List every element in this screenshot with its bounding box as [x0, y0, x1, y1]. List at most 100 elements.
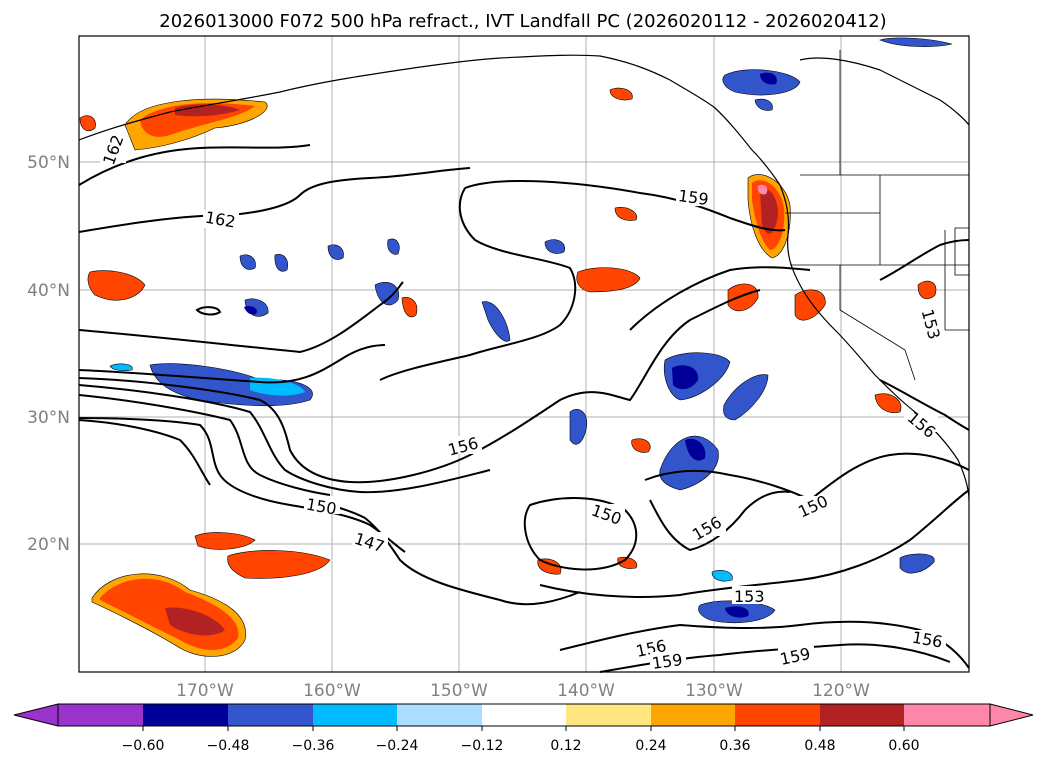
blob-neg-128w-30n [723, 374, 769, 421]
north-america-coast [78, 54, 970, 501]
colorbar-bin-5 [482, 704, 566, 726]
colorbar-bin-2 [228, 704, 313, 726]
contour-label-bg-7 [589, 504, 625, 522]
blob-neg-165w-37n-core [244, 305, 257, 315]
border-ca-nv [839, 265, 916, 381]
contour-label-bg-15 [912, 305, 934, 339]
blob-neg-small-5 [544, 239, 566, 254]
blob-small-2 [609, 87, 633, 101]
blob-baja [874, 393, 902, 413]
latitude-labels: 50°N 40°N 30°N 20°N [27, 153, 70, 555]
colorbar-bin-0 [58, 704, 143, 726]
contour-label-bg-10 [732, 586, 768, 604]
contour-159-loop [379, 187, 577, 381]
blob-small-4 [614, 207, 638, 221]
canada-coast [799, 57, 970, 126]
contour-label-153a: 153 [734, 587, 765, 606]
contour-label-bg-11 [634, 638, 670, 656]
blob-neg-148w-36n [481, 301, 511, 342]
colorbar-bin-7 [651, 704, 735, 726]
contour-156-coast [879, 379, 970, 431]
contour-label-bg-4 [446, 436, 482, 454]
colorbar-bin-1 [143, 704, 228, 726]
colorbar-label-3: −0.24 [376, 738, 419, 754]
contour-label-159a: 159 [651, 650, 684, 673]
contour-156-east [649, 490, 791, 552]
colorbar-bin-4 [397, 704, 482, 726]
blob-ca-coast [794, 289, 826, 321]
positive-anomaly-fills [79, 87, 937, 657]
blob-neg-small-6 [899, 553, 935, 574]
colorbar-label-6: 0.24 [635, 738, 666, 754]
blob-130w-40n [727, 283, 759, 312]
map-title: 2026013000 F072 500 hPa refract., IVT La… [159, 11, 886, 32]
blob-neg-subtrop-west [149, 363, 313, 407]
colorbar-label-2: −0.36 [292, 738, 335, 754]
blob-neg-small-4 [387, 238, 400, 255]
colorbar-outline [57, 703, 991, 727]
blob-neg-top [879, 37, 953, 47]
colorbar-label-8: 0.48 [804, 738, 835, 754]
blob-140w-42n [576, 267, 641, 293]
blob-170w-20n [194, 532, 256, 550]
lon-label-120w: 120°W [812, 681, 870, 701]
map-frame [78, 35, 970, 673]
colorbar-ticks [142, 726, 905, 731]
lat-label-40n: 40°N [27, 281, 70, 301]
blob-neg-140w-30n [569, 409, 588, 445]
lat-label-30n: 30°N [27, 408, 70, 428]
colorbar-bin-9 [820, 704, 904, 726]
contour-153-west [78, 344, 386, 384]
lon-label-130w: 130°W [685, 681, 743, 701]
blob-neg-bc [722, 69, 801, 96]
contour-label-bg-6 [352, 532, 388, 550]
contour-label-bg-12 [650, 652, 686, 670]
blob-neg-small-7 [109, 363, 133, 372]
blob-neg-135w-33n-core [672, 365, 699, 390]
contour-label-bg-9 [796, 496, 832, 514]
blob-neg-small-3 [327, 244, 344, 260]
contour-label-bg-2 [203, 210, 239, 228]
contour-156-west [78, 281, 404, 354]
contour-label-bg-8 [690, 518, 726, 536]
contour-147 [78, 417, 406, 553]
blob-west-edge [79, 115, 96, 131]
colorbar: −0.60 −0.48 −0.36 −0.24 −0.12 0.12 0.24 … [13, 703, 1034, 754]
contour-150-south [309, 499, 581, 606]
contour-label-bg-13 [778, 646, 814, 664]
contour-label-159: 159 [677, 186, 710, 209]
blob-165w-18n [227, 550, 331, 579]
longitude-labels: 170°W 160°W 150°W 140°W 130°W 120°W [176, 681, 870, 701]
blob-west-40n [87, 270, 146, 301]
blob-neg-135w-25n-core [685, 438, 706, 461]
lat-label-50n: 50°N [27, 153, 70, 173]
colorbar-label-7: 0.36 [719, 738, 750, 754]
blob-aleutian-max [175, 104, 240, 117]
blob-156w-38n [401, 297, 418, 318]
contour-150-mid [78, 394, 331, 496]
blob-neg-130w-15n-core [725, 606, 749, 618]
contour-150-west [78, 419, 211, 486]
contour-label-bg-14 [910, 630, 946, 648]
coastlines [78, 54, 970, 501]
colorbar-extend-low [13, 703, 59, 727]
contour-label-bg-16 [904, 414, 938, 432]
lon-label-140w: 140°W [557, 681, 615, 701]
contour-162-a [78, 144, 311, 186]
contour-156-ne [629, 266, 811, 331]
negative-anomaly-fills [109, 37, 953, 624]
contour-153-mid [78, 384, 491, 494]
blob-neg-157w-38n [374, 281, 399, 306]
blob-inland [917, 280, 937, 300]
contour-162-b [78, 167, 471, 233]
blob-neg-bc-core [760, 72, 777, 85]
contour-159-north [464, 179, 786, 232]
contour-label-bg-5 [304, 496, 340, 514]
political-borders [785, 50, 970, 381]
blob-pnw-max [760, 188, 778, 234]
contour-label-bg-3 [676, 188, 712, 206]
blob-sw-max [165, 607, 225, 636]
height-contours [78, 144, 970, 673]
colorbar-label-4: −0.12 [461, 738, 504, 754]
